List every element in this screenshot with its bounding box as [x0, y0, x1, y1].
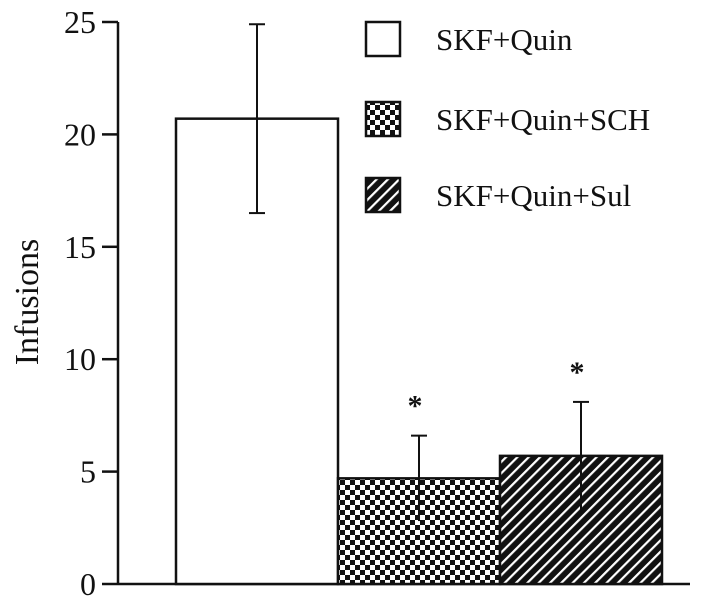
y-tick-label: 0 — [80, 566, 96, 600]
bar-group — [174, 23, 340, 586]
y-axis-label: Infusions — [9, 239, 46, 366]
bars: ** — [174, 23, 664, 586]
y-tick-label: 15 — [64, 229, 96, 265]
significance-marker: * — [408, 390, 423, 423]
legend-item: SKF+Quin — [364, 20, 573, 58]
bar-group: * — [336, 390, 502, 586]
legend-label: SKF+Quin+SCH — [436, 102, 650, 137]
legend-swatch — [364, 100, 402, 138]
legend: SKF+Quin SKF+Quin+SCH SKF+Quin+Sul — [364, 20, 650, 214]
y-tick-label: 5 — [80, 454, 96, 490]
legend-item: SKF+Quin+SCH — [364, 100, 650, 138]
legend-label: SKF+Quin+Sul — [436, 178, 631, 213]
legend-item: SKF+Quin+Sul — [364, 176, 631, 214]
y-tick-label: 10 — [64, 341, 96, 377]
legend-label: SKF+Quin — [436, 22, 573, 57]
y-tick-label: 25 — [64, 4, 96, 40]
bar-group: * — [498, 356, 664, 586]
significance-marker: * — [570, 356, 585, 389]
legend-swatch — [364, 176, 402, 214]
legend-swatch — [364, 20, 402, 58]
y-tick-label: 20 — [64, 116, 96, 152]
